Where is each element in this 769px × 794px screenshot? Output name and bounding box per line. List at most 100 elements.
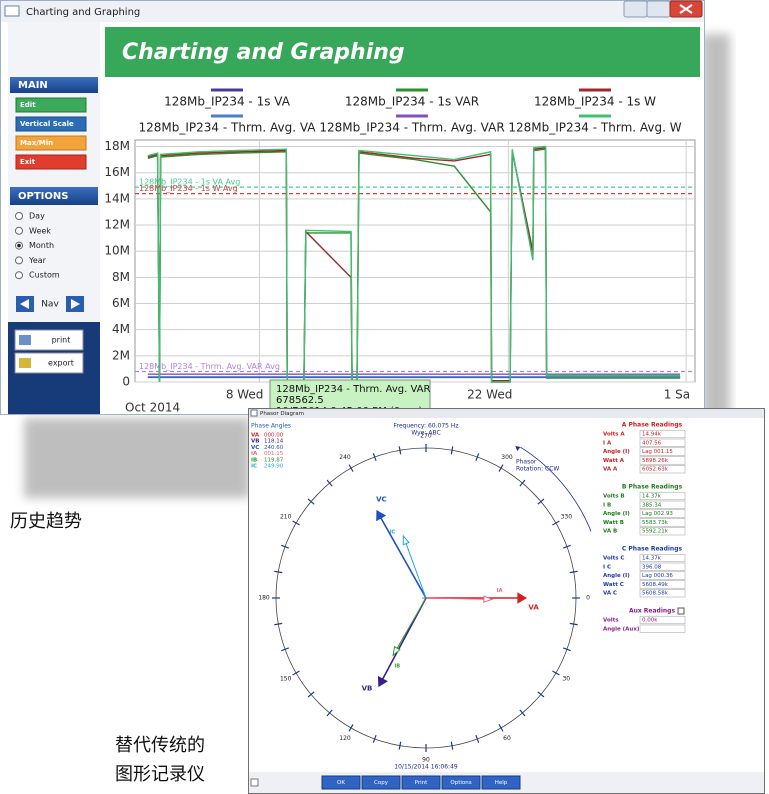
vertical-scale-button[interactable] (15, 116, 87, 132)
dialog-button-label: Copy (374, 780, 389, 786)
dialog-button[interactable] (401, 775, 441, 790)
edit-button[interactable] (15, 97, 87, 113)
dial-tick (569, 622, 578, 626)
nav-forward-icon (71, 299, 80, 309)
angle-name: VA (251, 433, 260, 439)
dial-tick (519, 709, 526, 717)
export-icon (19, 358, 31, 368)
legend-label: 128Mb_IP234 - 1s VA (164, 95, 291, 109)
phasor-arrowhead (392, 645, 401, 657)
dial-label: 330 (561, 514, 573, 521)
max-min-button[interactable] (15, 135, 87, 151)
print-button[interactable] (14, 329, 84, 351)
caption: 图形记录仪 (115, 764, 205, 785)
dial-label: 30 (562, 676, 570, 683)
rotation-label: Phasor (516, 459, 537, 466)
exit-button[interactable] (15, 154, 87, 170)
reading-value: 5583.73k (642, 520, 669, 526)
dial-label: 270 (420, 433, 432, 440)
y-tick-label: 0 (122, 375, 130, 389)
angle-value: 249.90 (264, 464, 284, 470)
nav-back-icon (20, 299, 29, 309)
maximize-button[interactable] (646, 0, 671, 18)
dialog-button[interactable] (481, 775, 521, 790)
reading-box (639, 589, 686, 598)
phasor-arrow (425, 597, 492, 600)
dialog-button[interactable] (321, 775, 361, 790)
reading-value: 5592.21k (642, 529, 669, 535)
x-tick-label: 22 Wed (467, 388, 512, 402)
x-tick-label: 1 Sa (664, 388, 690, 402)
dial-tick (398, 741, 402, 750)
reading-value: Lag 002.93 (642, 511, 673, 517)
dial-tick (537, 498, 545, 505)
dial-tick (398, 446, 402, 455)
title-bar (1, 1, 704, 22)
reading-box (639, 491, 686, 501)
y-tick-label: 12M (104, 218, 130, 232)
menu-button-label: Max/Min (20, 139, 53, 147)
reading-label: Volts B (603, 494, 625, 500)
dial-tick (307, 691, 315, 698)
reading-label: Angle (I) (603, 449, 630, 455)
dial-tick (562, 647, 571, 652)
group-header: C Phase Readings (622, 546, 683, 553)
frequency: Frequency: 60.075 Hz (393, 423, 458, 430)
reading-label: VA A (603, 467, 618, 473)
menu-button-label: Edit (20, 101, 36, 109)
angle-name: IC (251, 464, 257, 470)
radio-button[interactable] (15, 212, 23, 220)
dial-tick (498, 724, 504, 732)
dial-tick (519, 479, 526, 487)
reading-value: 407.56 (642, 440, 662, 446)
dial-tick (372, 734, 377, 743)
reading-label: VA C (603, 591, 617, 597)
phasor-arrowhead (517, 592, 527, 604)
dial-tick (569, 570, 578, 574)
dial-label: 0 (586, 595, 590, 602)
dial-tick (326, 709, 333, 717)
dialog-button[interactable] (441, 775, 481, 790)
sidebar (8, 22, 100, 322)
dialog-button[interactable] (361, 775, 401, 790)
reading-label: I A (603, 440, 612, 446)
dial-tick (274, 570, 283, 574)
minimize-button[interactable] (623, 0, 648, 18)
radio-button[interactable] (15, 271, 23, 280)
reading-value: 6052.63k (642, 467, 669, 473)
dial-tick (281, 647, 290, 652)
phasor-label: VA (528, 603, 539, 611)
checkbox[interactable] (250, 778, 259, 787)
legend-label: 128Mb_IP234 - Thrm. Avg. VAR (319, 121, 504, 135)
reference-label: 128Mb_IP234 - 1s W Avg (139, 184, 238, 193)
dial-tick (281, 544, 290, 549)
dial-tick (552, 520, 560, 526)
section-header: OPTIONS (18, 191, 68, 202)
dial-label: 300 (501, 454, 513, 461)
angle-name: IB (251, 457, 257, 463)
y-tick-label: 4M (112, 322, 130, 336)
window-title: Charting and Graphing (26, 7, 140, 18)
dial-tick (552, 670, 560, 676)
phasor-icon (250, 409, 258, 417)
reading-value: 14.37k (642, 556, 662, 562)
y-tick-label: 6M (112, 296, 130, 310)
radio-button[interactable] (15, 256, 23, 265)
dial-tick (348, 464, 354, 472)
radio-label: Month (29, 241, 54, 250)
tooltip-series: 128Mb_IP234 - Thrm. Avg. VAR (276, 384, 430, 395)
y-tick-label: 8M (112, 270, 130, 284)
reading-box (639, 509, 686, 518)
checkbox[interactable] (677, 607, 685, 615)
reading-label: Angle (I) (603, 511, 630, 517)
reading-value: 0.00k (642, 618, 658, 624)
reading-box (639, 518, 686, 527)
main-header (10, 77, 98, 93)
export-button[interactable] (14, 352, 84, 374)
reading-box (639, 553, 686, 563)
dial-label: 90 (422, 757, 430, 764)
radio-button[interactable] (15, 226, 23, 235)
angle-value: 119.87 (264, 457, 284, 463)
dialog-button-label: Options (450, 780, 471, 786)
